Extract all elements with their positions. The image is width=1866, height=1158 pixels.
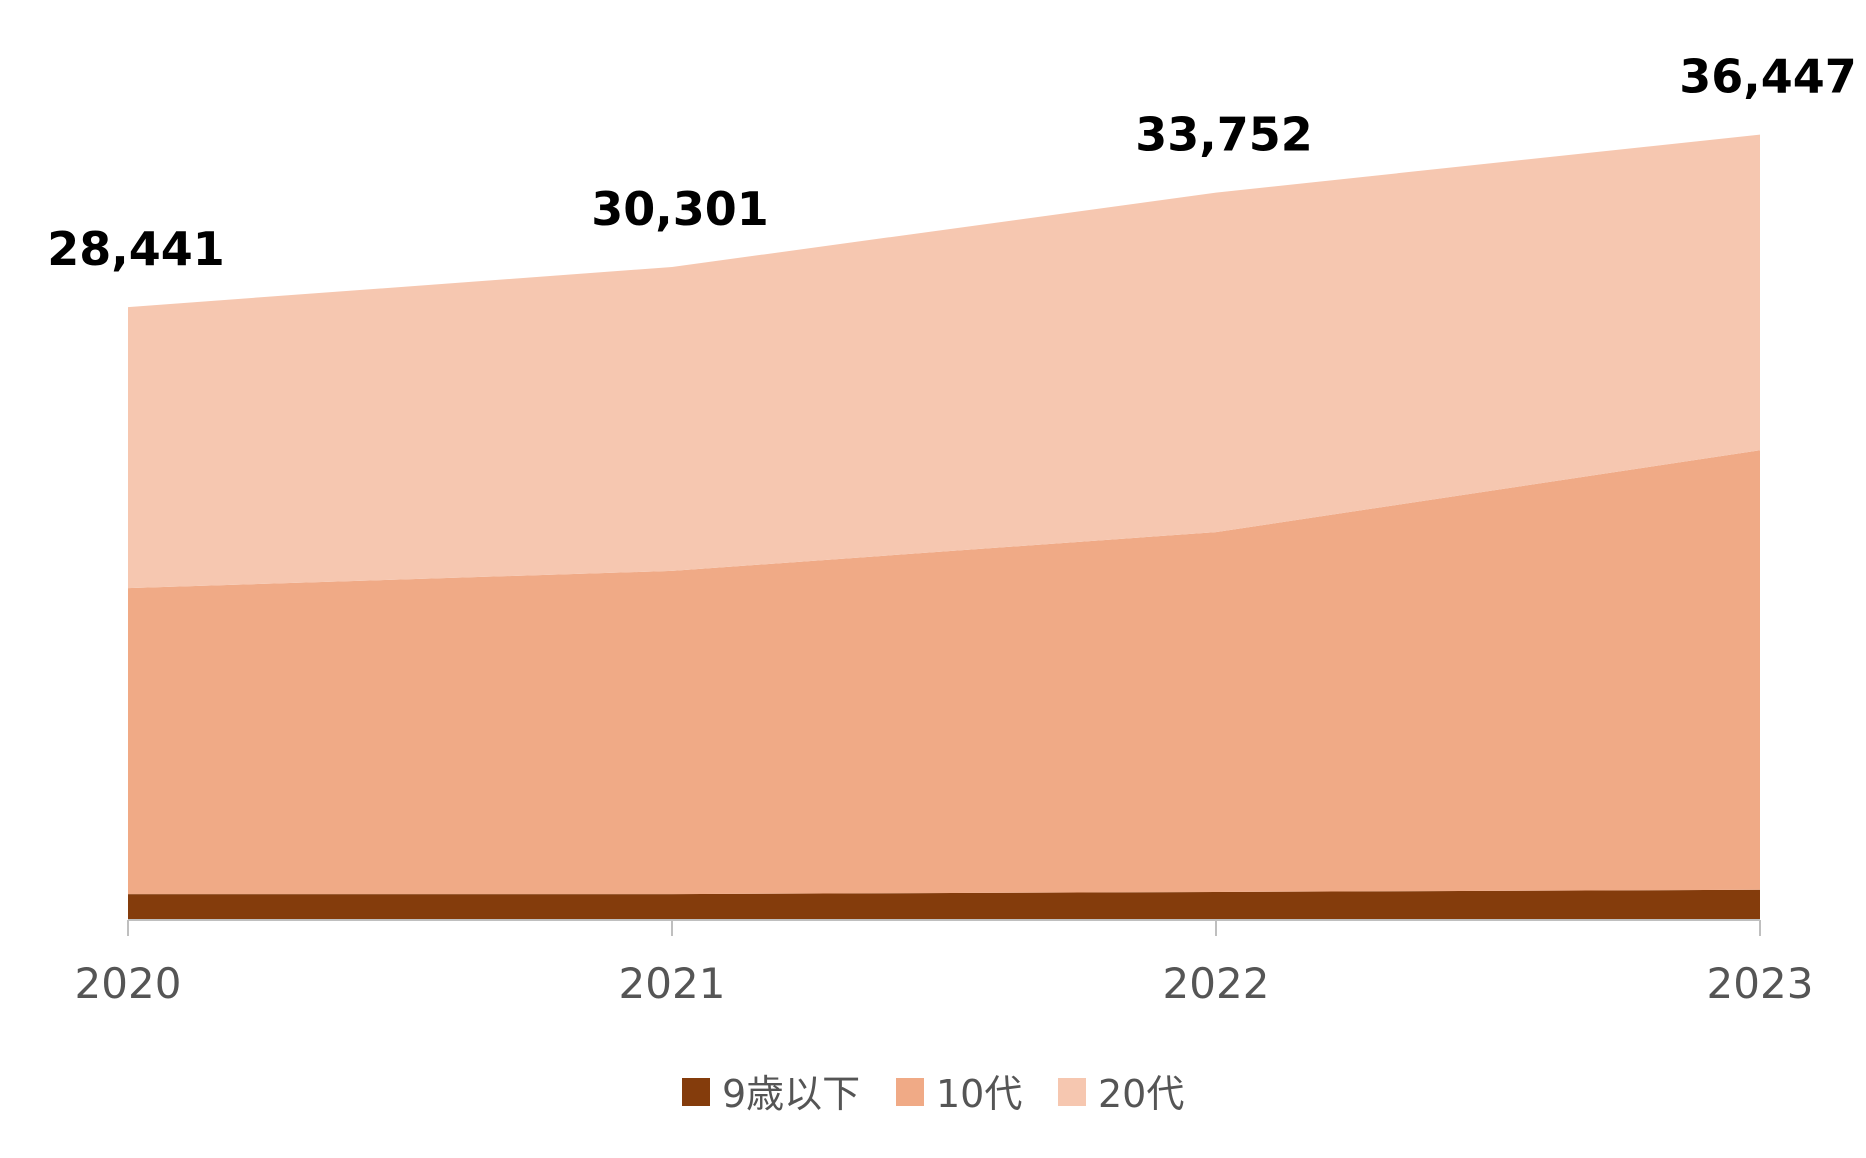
legend: 9歳以下 10代 20代 <box>682 1072 1184 1116</box>
area-series-2 <box>128 134 1760 589</box>
area-series-1 <box>128 450 1760 895</box>
total-labels: 28,441 30,301 33,752 36,447 <box>47 50 1857 277</box>
legend-label-2: 20代 <box>1098 1072 1184 1116</box>
total-label-2022: 33,752 <box>1135 108 1313 162</box>
legend-swatch-0 <box>682 1078 710 1106</box>
legend-label-1: 10代 <box>936 1072 1022 1116</box>
x-axis-tick-labels: 2020 2021 2022 2023 <box>75 959 1814 1008</box>
x-tick-label-2022: 2022 <box>1163 959 1270 1008</box>
x-tick-label-2021: 2021 <box>619 959 726 1008</box>
total-label-2023: 36,447 <box>1679 50 1857 104</box>
total-label-2021: 30,301 <box>591 182 769 236</box>
legend-swatch-1 <box>896 1078 924 1106</box>
x-tick-label-2023: 2023 <box>1707 959 1814 1008</box>
total-label-2020: 28,441 <box>47 222 225 276</box>
legend-swatch-2 <box>1058 1078 1086 1106</box>
area-series-group <box>128 134 1760 920</box>
x-axis-ticks <box>127 920 1761 936</box>
area-series-0 <box>128 889 1760 920</box>
x-tick-label-2020: 2020 <box>75 959 182 1008</box>
legend-label-0: 9歳以下 <box>722 1072 860 1116</box>
